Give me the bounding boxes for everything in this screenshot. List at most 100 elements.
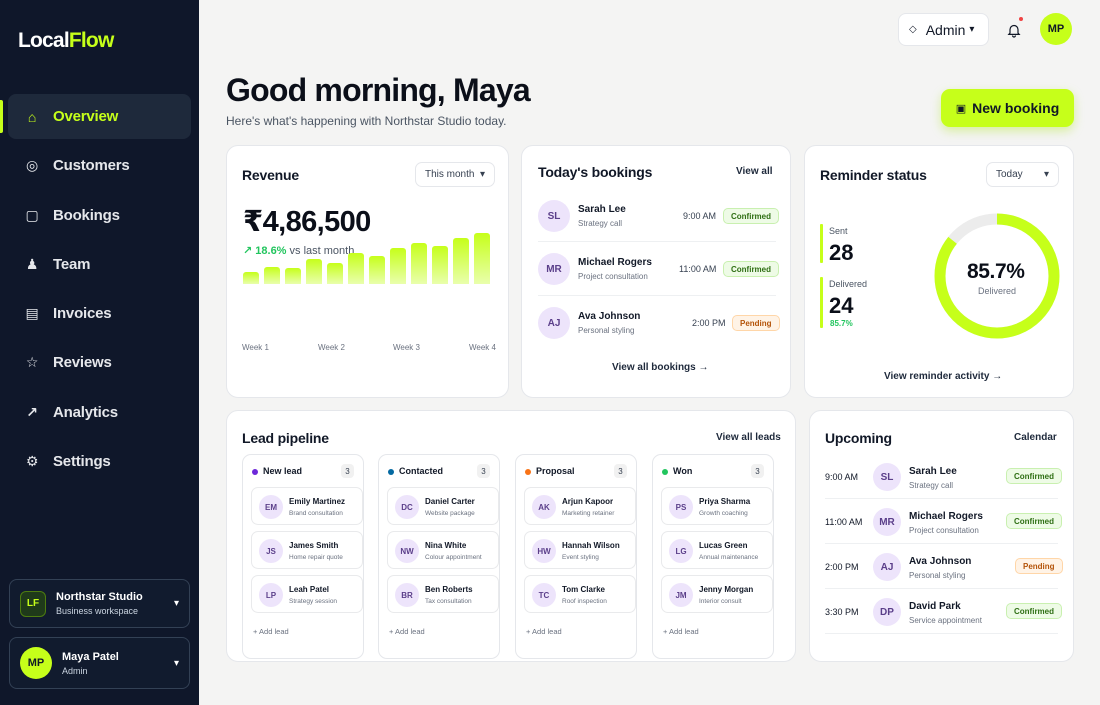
- bell-icon[interactable]: [1005, 21, 1023, 39]
- growth-suffix: vs last month: [289, 245, 355, 257]
- lead-card[interactable]: JM Jenny Morgan Interior consult: [661, 575, 773, 613]
- avatar: DP: [873, 598, 901, 626]
- add-lead-button[interactable]: + Add lead: [389, 627, 425, 636]
- avatar: EM: [259, 495, 283, 519]
- avatar: LP: [259, 583, 283, 607]
- donut-value: 85.7%: [967, 260, 1025, 283]
- sidebar-item-label: Bookings: [53, 206, 120, 224]
- booking-row[interactable]: SL Sarah Lee Strategy call 9:00 AM Confi…: [538, 188, 779, 242]
- lead-card[interactable]: DC Daniel Carter Website package: [387, 487, 499, 525]
- chevron-down-icon: ▾: [479, 169, 485, 180]
- booking-name: Michael Rogers: [578, 257, 652, 268]
- calendar-link[interactable]: Calendar: [1014, 432, 1057, 443]
- lead-card[interactable]: EM Emily Martinez Brand consultation: [251, 487, 363, 525]
- lead-name: Priya Sharma: [699, 497, 751, 506]
- lead-service: Home repair quote: [289, 554, 343, 561]
- sidebar-item-team[interactable]: ♟ Team: [0, 242, 199, 287]
- sidebar-item-settings[interactable]: ⚙ Settings: [0, 439, 199, 484]
- role-select[interactable]: ◇ Admin ▾: [898, 13, 989, 46]
- diamond-icon: ◇: [909, 24, 917, 35]
- column-title: New lead: [263, 466, 303, 476]
- view-all-bookings-link[interactable]: View all: [736, 166, 773, 177]
- pipeline-column-won: Won 3 PS Priya Sharma Growth coaching LG…: [652, 454, 774, 659]
- user-menu[interactable]: MP Maya Patel Admin ▾: [9, 637, 190, 689]
- lead-service: Annual maintenance: [699, 554, 759, 561]
- upcoming-name: Ava Johnson: [909, 556, 972, 567]
- lead-name: Arjun Kapoor: [562, 497, 614, 506]
- week-label: Week 2: [318, 343, 345, 352]
- status-dot: [388, 469, 394, 475]
- new-booking-label: New booking: [972, 100, 1060, 116]
- revenue-bar: [243, 272, 259, 284]
- sidebar-item-label: Invoices: [53, 305, 112, 323]
- lead-card[interactable]: TC Tom Clarke Roof inspection: [524, 575, 636, 613]
- lead-card[interactable]: PS Priya Sharma Growth coaching: [661, 487, 773, 525]
- stat-accent-bar: [820, 224, 823, 263]
- stat-accent-bar: [820, 277, 823, 328]
- revenue-bar: [285, 268, 301, 284]
- delivered-label: Delivered: [829, 279, 868, 289]
- add-lead-button[interactable]: + Add lead: [663, 627, 699, 636]
- lead-name: Ben Roberts: [425, 585, 473, 594]
- upcoming-row[interactable]: 2:00 PM AJ Ava Johnson Personal styling …: [825, 544, 1063, 589]
- gear-icon: ⚙: [25, 453, 39, 470]
- week-label: Week 4: [469, 343, 496, 352]
- lead-card[interactable]: JS James Smith Home repair quote: [251, 531, 363, 569]
- avatar: HW: [532, 539, 556, 563]
- lead-card[interactable]: NW Nina White Colour appointment: [387, 531, 499, 569]
- card-title: Reminder status: [820, 167, 927, 183]
- lead-service: Event styling: [562, 554, 599, 561]
- sidebar-item-invoices[interactable]: ▤ Invoices: [0, 291, 199, 336]
- user-name: Maya Patel: [62, 650, 119, 663]
- lead-name: Leah Patel: [289, 585, 330, 594]
- new-booking-button[interactable]: ▣ New booking: [941, 89, 1074, 127]
- upcoming-row[interactable]: 9:00 AM SL Sarah Lee Strategy call Confi…: [825, 454, 1062, 499]
- lead-card[interactable]: LG Lucas Green Annual maintenance: [661, 531, 773, 569]
- workspace-sub: Business workspace: [56, 606, 139, 616]
- add-lead-button[interactable]: + Add lead: [253, 627, 289, 636]
- chevron-down-icon: ▾: [969, 24, 975, 35]
- upcoming-name: Sarah Lee: [909, 466, 957, 477]
- pipeline-column-contacted: Contacted 3 DC Daniel Carter Website pac…: [378, 454, 500, 659]
- app-logo[interactable]: LocalFlow: [18, 29, 114, 53]
- booking-row[interactable]: MR Michael Rogers Project consultation 1…: [538, 242, 779, 296]
- lead-service: Brand consultation: [289, 510, 343, 517]
- upcoming-row[interactable]: 3:30 PM DP David Park Service appointmen…: [825, 589, 1062, 634]
- lead-card[interactable]: BR Ben Roberts Tax consultation: [387, 575, 499, 613]
- upcoming-row[interactable]: 11:00 AM MR Michael Rogers Project consu…: [825, 499, 1062, 544]
- revenue-bar: [432, 246, 448, 284]
- sidebar-item-analytics[interactable]: ↗ Analytics: [0, 390, 199, 435]
- avatar[interactable]: MP: [1040, 13, 1072, 45]
- week-label: Week 1: [242, 343, 269, 352]
- reminder-period-select[interactable]: Today ▾: [986, 162, 1059, 187]
- lead-card[interactable]: LP Leah Patel Strategy session: [251, 575, 363, 613]
- card-title: Upcoming: [825, 430, 892, 446]
- view-reminder-activity-link[interactable]: View reminder activity →: [884, 371, 1003, 382]
- sidebar-item-label: Analytics: [53, 403, 118, 421]
- week-label: Week 3: [393, 343, 420, 352]
- sidebar-item-overview[interactable]: ⌂ Overview: [0, 94, 191, 139]
- sidebar-item-bookings[interactable]: ▢ Bookings: [0, 193, 199, 238]
- lead-name: Hannah Wilson: [562, 541, 620, 550]
- add-lead-button[interactable]: + Add lead: [526, 627, 562, 636]
- notification-dot: [1019, 17, 1023, 21]
- sidebar-item-reviews[interactable]: ☆ Reviews: [0, 340, 199, 385]
- lead-card[interactable]: HW Hannah Wilson Event styling: [524, 531, 636, 569]
- view-all-bookings-footer-link[interactable]: View all bookings →: [612, 362, 709, 373]
- column-count: 3: [751, 464, 764, 478]
- status-dot: [662, 469, 668, 475]
- lead-service: Interior consult: [699, 598, 742, 605]
- view-all-leads-link[interactable]: View all leads: [716, 432, 781, 443]
- workspace-name: Northstar Studio: [56, 591, 143, 603]
- workspace-switcher[interactable]: LF Northstar Studio Business workspace ▾: [9, 579, 190, 628]
- booking-row[interactable]: AJ Ava Johnson Personal styling 2:00 PM …: [538, 296, 780, 350]
- revenue-period-select[interactable]: This month ▾: [415, 162, 495, 187]
- reminder-card: Reminder status Today ▾ Sent 28 Delivere…: [804, 145, 1074, 398]
- lead-card[interactable]: AK Arjun Kapoor Marketing retainer: [524, 487, 636, 525]
- lead-name: Emily Martinez: [289, 497, 346, 506]
- star-icon: ☆: [25, 354, 39, 371]
- sidebar-item-customers[interactable]: ◎ Customers: [0, 143, 199, 188]
- sidebar-nav: ⌂ Overview ◎ Customers ▢ Bookings ♟ Team…: [0, 94, 199, 488]
- upcoming-service: Strategy call: [909, 481, 954, 490]
- avatar: TC: [532, 583, 556, 607]
